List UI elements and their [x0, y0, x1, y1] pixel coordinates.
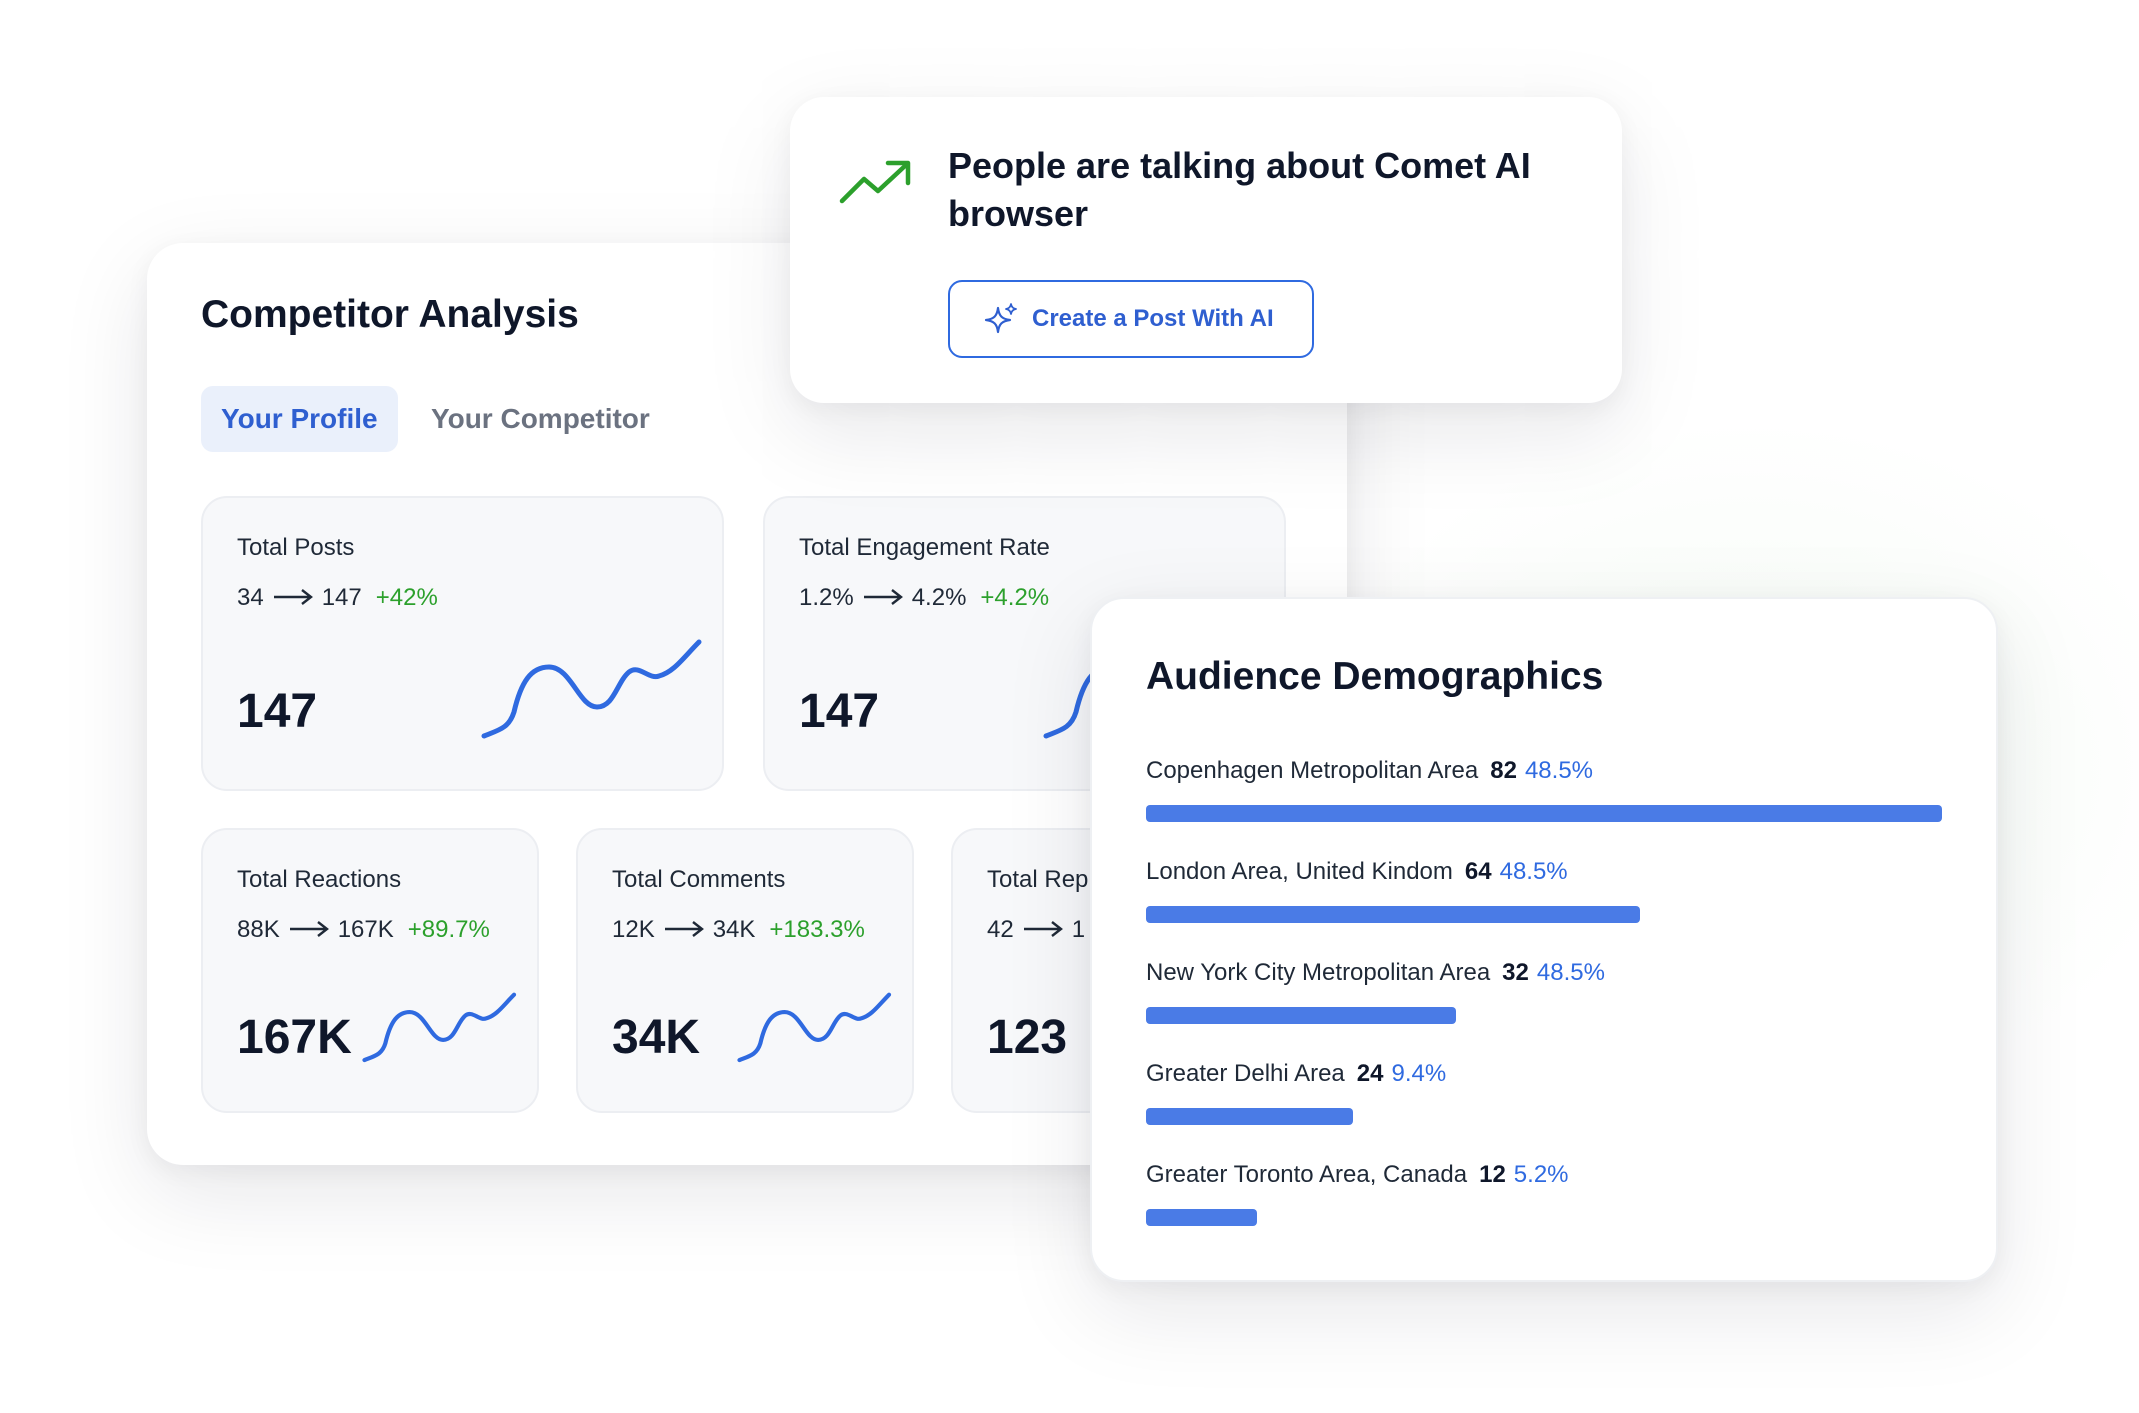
- arrow-right-icon: [663, 917, 705, 945]
- location-count: 12: [1479, 1161, 1506, 1188]
- stat-to: 34K: [712, 916, 756, 943]
- stat-change: +183.3%: [769, 916, 865, 943]
- stat-change: +4.2%: [980, 584, 1050, 611]
- arrow-right-icon: [272, 585, 314, 613]
- demographic-bar: [1146, 1007, 1456, 1024]
- location-label: Copenhagen Metropolitan Area: [1146, 757, 1479, 784]
- stat-label: Total Rep: [987, 866, 1089, 893]
- location-percent: 5.2%: [1513, 1161, 1569, 1188]
- stat-value: 123: [987, 1011, 1068, 1064]
- demographic-row: Copenhagen Metropolitan Area 82 48.5%: [1146, 757, 1946, 822]
- sparkline-chart: [362, 992, 517, 1063]
- stat-label: Total Comments: [612, 866, 786, 893]
- sparkline-chart: [481, 639, 702, 739]
- create-post-with-ai-button[interactable]: Create a Post With AI: [948, 280, 1314, 358]
- sparkline-chart: [737, 992, 892, 1063]
- demographic-row: Greater Delhi Area 24 9.4%: [1146, 1060, 1946, 1125]
- stat-change: +42%: [375, 584, 438, 611]
- arrow-right-icon: [288, 917, 330, 945]
- demographic-bar: [1146, 1108, 1353, 1125]
- stat-card-total-reactions[interactable]: Total Reactions 88K 167K +89.7% 167K: [201, 828, 539, 1113]
- stat-delta: 34 147 +42%: [237, 584, 438, 613]
- demographic-row: Greater Toronto Area, Canada 12 5.2%: [1146, 1161, 1946, 1226]
- location-percent: 48.5%: [1524, 757, 1594, 784]
- location-percent: 48.5%: [1499, 858, 1568, 885]
- trending-up-icon: [839, 160, 911, 204]
- tab-your-competitor[interactable]: Your Competitor: [431, 403, 650, 434]
- demographic-bar: [1146, 805, 1942, 822]
- stat-label: Total Engagement Rate: [799, 534, 1050, 561]
- stat-label: Total Posts: [237, 534, 355, 561]
- stat-value: 167K: [237, 1011, 352, 1064]
- stat-card-total-comments[interactable]: Total Comments 12K 34K +183.3% 34K: [576, 828, 914, 1113]
- location-count: 64: [1464, 858, 1492, 885]
- stat-change: +89.7%: [407, 916, 490, 943]
- stat-from: 34: [237, 584, 264, 611]
- stat-delta: 12K 34K +183.3%: [612, 916, 865, 945]
- stat-from: 12K: [612, 916, 655, 943]
- demographic-bar: [1146, 1209, 1257, 1226]
- arrow-right-icon: [1022, 917, 1064, 945]
- stat-to: 1: [1071, 916, 1086, 943]
- stat-value: 147: [237, 685, 318, 738]
- stat-delta: 1.2% 4.2% +4.2%: [799, 584, 1049, 613]
- location-count: 82: [1490, 757, 1517, 784]
- audience-demographics-card: Audience Demographics Copenhagen Metropo…: [1090, 597, 1998, 1282]
- stat-to: 147: [321, 584, 362, 611]
- stat-delta: 42 1: [987, 916, 1085, 945]
- tab-your-profile[interactable]: Your Profile: [201, 386, 398, 452]
- stat-delta: 88K 167K +89.7%: [237, 916, 490, 945]
- create-post-label: Create a Post With AI: [1032, 305, 1274, 332]
- audience-demographics-title: Audience Demographics: [1146, 655, 1604, 698]
- trending-headline: People are talking about Comet AI browse…: [948, 145, 1531, 234]
- sparkle-icon: [984, 303, 1017, 334]
- stat-from: 1.2%: [799, 584, 854, 611]
- stat-from: 42: [987, 916, 1014, 943]
- arrow-right-icon: [862, 585, 904, 613]
- location-label: Greater Toronto Area, Canada: [1146, 1161, 1468, 1188]
- location-count: 24: [1356, 1060, 1384, 1087]
- stat-label: Total Reactions: [237, 866, 402, 893]
- location-label: London Area, United Kindom: [1146, 858, 1453, 885]
- location-label: Greater Delhi Area: [1146, 1060, 1345, 1087]
- location-percent: 48.5%: [1536, 959, 1605, 986]
- location-count: 32: [1502, 959, 1529, 986]
- location-label: New York City Metropolitan Area: [1146, 959, 1491, 986]
- stat-value: 34K: [612, 1011, 701, 1064]
- competitor-analysis-title: Competitor Analysis: [201, 293, 579, 336]
- stat-card-total-posts[interactable]: Total Posts 34 147 +42% 147: [201, 496, 724, 791]
- stat-value: 147: [799, 685, 880, 738]
- location-percent: 9.4%: [1391, 1060, 1447, 1087]
- demographic-row: London Area, United Kindom 64 48.5%: [1146, 858, 1946, 923]
- demographic-bar: [1146, 906, 1640, 923]
- stat-to: 4.2%: [911, 584, 967, 611]
- stat-to: 167K: [337, 916, 394, 943]
- trending-topic-card: People are talking about Comet AI browse…: [790, 97, 1622, 403]
- demographic-row: New York City Metropolitan Area 32 48.5%: [1146, 959, 1946, 1024]
- stat-from: 88K: [237, 916, 280, 943]
